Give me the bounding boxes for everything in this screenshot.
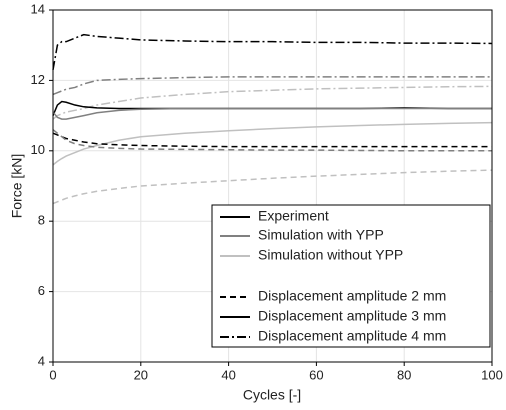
x-tick-label: 60 (309, 367, 323, 382)
legend-label: Displacement amplitude 3 mm (258, 308, 446, 324)
x-tick-label: 20 (134, 367, 148, 382)
y-axis-label: Force [kN] (9, 154, 25, 219)
x-tick-label: 40 (221, 367, 235, 382)
series-line (52, 121, 493, 166)
series-line (52, 169, 493, 205)
legend-box (211, 204, 491, 348)
series-line (52, 129, 492, 152)
legend-label: Simulation with YPP (258, 227, 384, 243)
x-tick-label: 80 (397, 367, 411, 382)
legend-label: Simulation without YPP (258, 247, 403, 263)
legend-label: Displacement amplitude 2 mm (258, 288, 446, 304)
x-tick-label: 0 (49, 367, 56, 382)
series-line (52, 76, 492, 96)
y-tick-label: 12 (31, 72, 45, 87)
legend-label: Experiment (258, 208, 329, 224)
plot-frame (52, 9, 493, 363)
series-line (52, 85, 493, 120)
y-tick-label: 4 (38, 353, 45, 368)
y-tick-label: 6 (38, 283, 45, 298)
legend-label: Displacement amplitude 4 mm (258, 328, 446, 344)
series-line (52, 33, 493, 70)
y-tick-label: 8 (38, 213, 45, 228)
y-tick-label: 10 (31, 142, 45, 157)
x-tick-label: 100 (481, 367, 503, 382)
series-line (52, 132, 492, 148)
x-axis-label: Cycles [-] (243, 387, 301, 403)
y-tick-label: 14 (31, 1, 45, 16)
series-line (52, 107, 492, 120)
